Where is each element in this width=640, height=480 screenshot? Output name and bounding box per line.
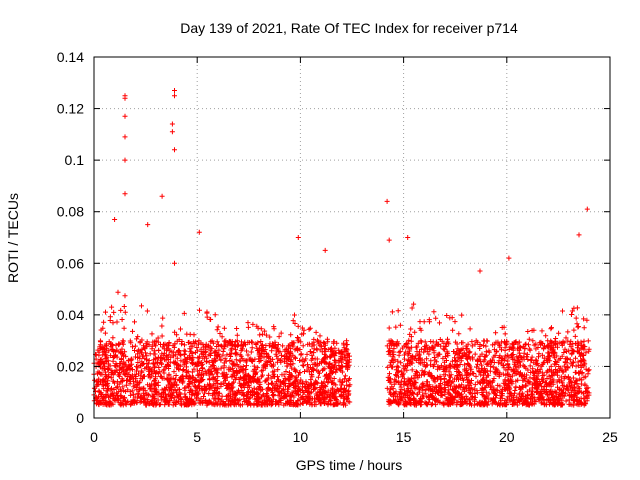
y-tick-label: 0.1 <box>65 152 85 168</box>
y-tick-label: 0.14 <box>57 49 84 65</box>
y-tick-label: 0.08 <box>57 204 84 220</box>
x-tick-label: 10 <box>293 429 309 445</box>
x-tick-label: 25 <box>602 429 618 445</box>
y-tick-label: 0.04 <box>57 307 84 323</box>
x-tick-label: 20 <box>499 429 515 445</box>
grid <box>94 57 610 418</box>
y-axis-label: ROTI / TECUs <box>5 193 21 283</box>
axes: 0 5 10 15 20 25 0 0.02 0.04 0.06 0.08 0.1 0.12 0.14 <box>57 49 618 445</box>
y-tick-label: 0.12 <box>57 101 84 117</box>
x-axis-label: GPS time / hours <box>296 457 403 473</box>
x-tick-label: 15 <box>396 429 412 445</box>
chart-title: Day 139 of 2021, Rate Of TEC Index for r… <box>180 20 518 36</box>
data-points <box>91 88 592 408</box>
x-tick-label: 5 <box>193 429 201 445</box>
y-tick-label: 0 <box>76 410 84 426</box>
y-tick-label: 0.06 <box>57 255 84 271</box>
y-tick-label: 0.02 <box>57 358 84 374</box>
scatter-markers <box>91 88 592 408</box>
plot-frame <box>93 56 611 419</box>
x-tick-label: 0 <box>90 429 98 445</box>
